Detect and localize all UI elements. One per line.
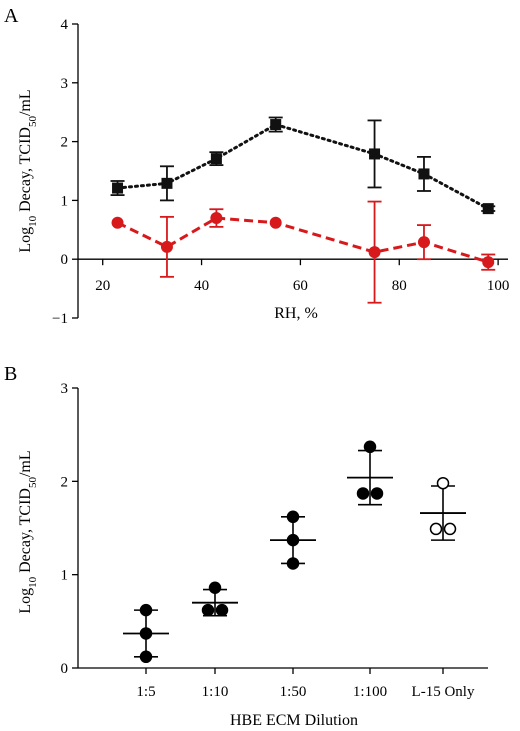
x-tick-label: 1:5 — [136, 684, 155, 700]
y-tick-label: 0 — [61, 661, 69, 677]
series-1-point — [269, 216, 282, 229]
y-tick-label: −1 — [52, 311, 68, 327]
data-point — [139, 650, 153, 664]
y-tick-label: 3 — [61, 381, 69, 397]
y-tick-label: 0 — [61, 252, 69, 268]
y-axis-title-subscript: 50 — [27, 116, 39, 128]
data-point — [139, 603, 153, 617]
x-tick-label: 20 — [95, 278, 110, 294]
series-1-point — [417, 236, 430, 249]
y-axis-title-subscript: 50 — [27, 477, 39, 489]
series-0-point — [210, 153, 222, 165]
y-axis-title-subscript: 10 — [27, 576, 39, 588]
series-0-point — [161, 177, 173, 189]
y-axis-title: Log10 Decay, TCID50/mL — [17, 89, 39, 252]
series-1-point — [210, 212, 223, 225]
panel-b-label: B — [4, 363, 17, 385]
series-0-point — [482, 203, 494, 215]
series-0-point — [112, 182, 124, 194]
x-axis-title: RH, % — [274, 305, 318, 322]
series-0-point — [369, 148, 381, 160]
data-point — [139, 627, 153, 640]
series-1-line — [116, 216, 489, 264]
data-point — [286, 533, 300, 547]
data-point — [443, 522, 457, 536]
x-tick-label: 80 — [392, 278, 407, 294]
data-point — [370, 487, 384, 500]
y-axis-title-part: Log — [17, 227, 34, 253]
x-tick-label: 40 — [194, 278, 209, 294]
data-point — [363, 440, 377, 454]
series-1-point — [160, 240, 173, 253]
x-tick-label: 1:100 — [353, 684, 387, 700]
y-tick-label: 3 — [61, 76, 69, 92]
panel-a-chart: −1 0 1 2 3 4 20 40 60 80 100 RH, % Log10 Decay, TCID… — [17, 17, 509, 327]
x-axis-title: HBE ECM Dilution — [230, 712, 358, 729]
data-point — [356, 487, 370, 500]
series-1-point — [482, 256, 495, 269]
y-axis-title-part: Log — [17, 588, 34, 614]
x-tick-label: 1:50 — [280, 684, 307, 700]
data-point — [429, 522, 443, 536]
y-tick-label: 1 — [61, 568, 69, 584]
x-tick-label: 60 — [293, 278, 308, 294]
y-axis-title-part: Decay, TCID — [17, 127, 34, 216]
y-axis-title-part: Decay, TCID — [17, 488, 34, 577]
panel-a-label: A — [4, 5, 19, 27]
data-point — [215, 603, 229, 617]
y-axis-title: Log10 Decay, TCID50/mL — [17, 450, 39, 613]
y-axis-title-part: /mL — [17, 450, 34, 477]
data-point — [286, 510, 300, 524]
y-tick-label: 2 — [61, 474, 69, 490]
x-tick-label: L-15 Only — [412, 684, 475, 700]
data-point — [208, 581, 222, 594]
x-tick-label: 100 — [487, 278, 510, 294]
data-point — [436, 476, 450, 490]
data-point — [286, 557, 300, 570]
y-axis-title-part: /mL — [17, 89, 34, 116]
series-1-point — [111, 216, 124, 229]
series-1-point — [368, 246, 381, 259]
data-point — [201, 603, 215, 617]
y-tick-label: 2 — [61, 135, 69, 151]
series-0-point — [418, 168, 430, 180]
y-axis-title-subscript: 10 — [27, 215, 39, 227]
series-0-point — [270, 119, 282, 131]
y-tick-label: 4 — [61, 17, 69, 33]
x-tick-label: 1:10 — [202, 684, 229, 700]
y-tick-label: 1 — [61, 193, 69, 209]
panel-b-chart: 0 1 2 3 1:5 1:10 1:50 1:100 L-15 Only HBE ECM Dil… — [17, 381, 488, 729]
